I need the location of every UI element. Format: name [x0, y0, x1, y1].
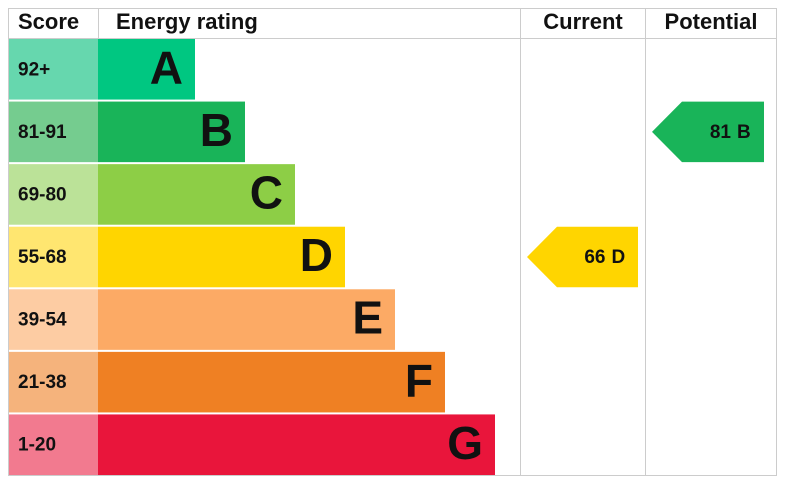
score-range: 21-38	[18, 372, 67, 393]
score-cell	[9, 39, 98, 100]
potential-letter: B	[737, 122, 751, 143]
header-score: Score	[18, 9, 79, 34]
band-bar	[98, 414, 495, 475]
band-letter: E	[352, 292, 383, 344]
potential-value: 81	[710, 122, 732, 143]
band-letter: A	[150, 41, 183, 93]
band-bar	[98, 39, 195, 100]
band-letter: D	[300, 229, 333, 281]
header-potential: Potential	[665, 9, 758, 34]
score-cell	[9, 226, 98, 288]
score-range: 39-54	[18, 310, 67, 331]
current-arrow	[527, 226, 638, 288]
score-range: 1-20	[18, 435, 56, 456]
score-range: 81-91	[18, 122, 67, 143]
band-bar	[98, 226, 345, 288]
band-bar	[98, 164, 295, 225]
band-letter: F	[405, 354, 433, 406]
potential-arrow	[652, 101, 764, 163]
band-letter: C	[250, 167, 283, 219]
band-bar	[98, 101, 245, 163]
score-cell	[9, 101, 98, 163]
header-rating: Energy rating	[116, 9, 258, 34]
band-bar	[98, 289, 395, 350]
score-range: 55-68	[18, 247, 67, 268]
header-current: Current	[543, 9, 623, 34]
score-cell	[9, 289, 98, 350]
score-cell	[9, 351, 98, 413]
band-letter: B	[200, 104, 233, 156]
band-bar	[98, 351, 445, 413]
current-letter: D	[612, 247, 626, 268]
current-value: 66	[584, 247, 605, 268]
score-range: 69-80	[18, 184, 67, 205]
score-range: 92+	[18, 59, 50, 80]
score-cell	[9, 164, 98, 225]
score-cell	[9, 414, 98, 475]
band-letter: G	[447, 417, 483, 469]
